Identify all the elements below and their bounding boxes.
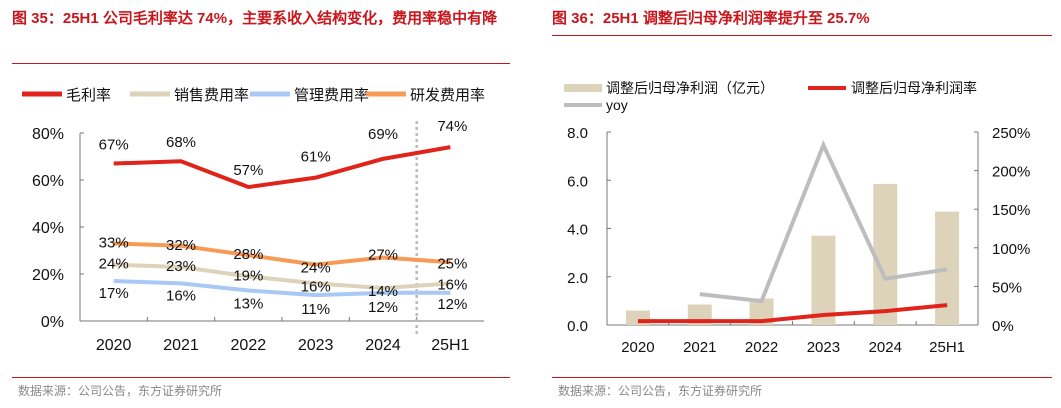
y-right-tick-label: 200% — [992, 164, 1030, 181]
data-label: 13% — [233, 295, 263, 312]
y-left-tick-label: 2.0 — [567, 270, 588, 287]
legend-label-2: 管理费用率 — [294, 87, 369, 104]
data-label: 19% — [233, 267, 263, 284]
y-right-tick-label: 250% — [992, 125, 1030, 142]
right-footer-rule — [552, 377, 1052, 378]
series-line-1 — [113, 262, 451, 291]
y-tick-label: 0% — [41, 314, 64, 331]
bar — [935, 211, 960, 325]
data-label: 16% — [437, 276, 467, 293]
data-label: 12% — [368, 299, 398, 316]
data-label: 24% — [99, 256, 129, 273]
series-line-2 — [113, 279, 451, 298]
bar — [873, 183, 898, 325]
y-tick-label: 60% — [32, 173, 64, 190]
x-tick-label: 2020 — [621, 339, 654, 356]
right-title-rule — [552, 35, 1052, 36]
x-tick-label: 2022 — [231, 337, 267, 354]
legend-label-bar: 调整后归母净利润（亿元） — [606, 80, 774, 96]
data-label: 67% — [99, 137, 129, 154]
y-left-tick-label: 0.0 — [567, 318, 588, 335]
left-title-rule — [12, 63, 510, 64]
legend-swatch-bar — [564, 84, 602, 92]
data-label: 25% — [437, 255, 467, 272]
y-right-tick-label: 150% — [992, 202, 1030, 219]
y-tick-label: 40% — [32, 220, 64, 237]
data-label: 32% — [166, 237, 196, 254]
left-footer-rule — [12, 377, 510, 378]
legend-label-margin: 调整后归母净利润率 — [851, 80, 977, 96]
right-source: 数据来源：公司公告，东方证券研究所 — [558, 384, 763, 398]
x-tick-label: 2022 — [745, 339, 778, 356]
x-tick-label: 2020 — [96, 337, 132, 354]
left-source: 数据来源：公司公告，东方证券研究所 — [18, 384, 223, 398]
data-label: 17% — [99, 285, 129, 302]
data-label: 16% — [301, 278, 331, 295]
data-label: 24% — [301, 260, 331, 277]
data-label: 28% — [233, 246, 263, 263]
series-line-3 — [113, 241, 451, 267]
x-tick-label: 25H1 — [431, 337, 469, 354]
y-right-tick-label: 0% — [992, 318, 1014, 335]
y-tick-label: 20% — [32, 267, 64, 284]
data-label: 16% — [166, 287, 196, 304]
y-left-tick-label: 4.0 — [567, 222, 588, 239]
data-label: 27% — [368, 247, 398, 264]
x-tick-label: 2021 — [683, 339, 716, 356]
series-line-0 — [113, 145, 451, 190]
y-tick-label: 80% — [32, 126, 64, 143]
y-left-tick-label: 6.0 — [567, 173, 588, 190]
x-tick-label: 2024 — [869, 339, 902, 356]
bar — [811, 235, 836, 325]
data-label: 23% — [166, 258, 196, 275]
data-label: 57% — [233, 162, 263, 179]
x-tick-label: 2023 — [298, 337, 334, 354]
x-tick-label: 25H1 — [929, 339, 965, 356]
y-right-tick-label: 50% — [992, 279, 1022, 296]
y-left-tick-label: 8.0 — [567, 125, 588, 142]
legend-label-yoy: yoy — [606, 97, 628, 113]
legend-label-3: 研发费用率 — [410, 87, 485, 104]
legend-label-1: 销售费用率 — [174, 87, 249, 104]
x-tick-label: 2024 — [365, 337, 401, 354]
data-label: 33% — [99, 234, 129, 251]
right-figure-title: 图 36：25H1 调整后归母净利润率提升至 25.7% — [552, 10, 870, 27]
data-label: 11% — [301, 301, 330, 318]
yoy-line — [699, 140, 948, 304]
legend-label-0: 毛利率 — [66, 87, 111, 104]
y-right-tick-label: 100% — [992, 241, 1030, 258]
data-label: 61% — [301, 149, 331, 166]
data-label: 68% — [166, 134, 196, 151]
left-figure-title: 图 35：25H1 公司毛利率达 74%，主要系收入结构变化，费用率稳中有降 — [12, 10, 498, 27]
x-tick-label: 2021 — [163, 337, 199, 354]
data-label: 12% — [437, 296, 467, 313]
x-tick-label: 2023 — [807, 339, 840, 356]
data-label: 74% — [437, 118, 467, 135]
margin-line — [637, 303, 948, 324]
data-label: 14% — [368, 283, 398, 300]
data-label: 69% — [368, 126, 398, 143]
